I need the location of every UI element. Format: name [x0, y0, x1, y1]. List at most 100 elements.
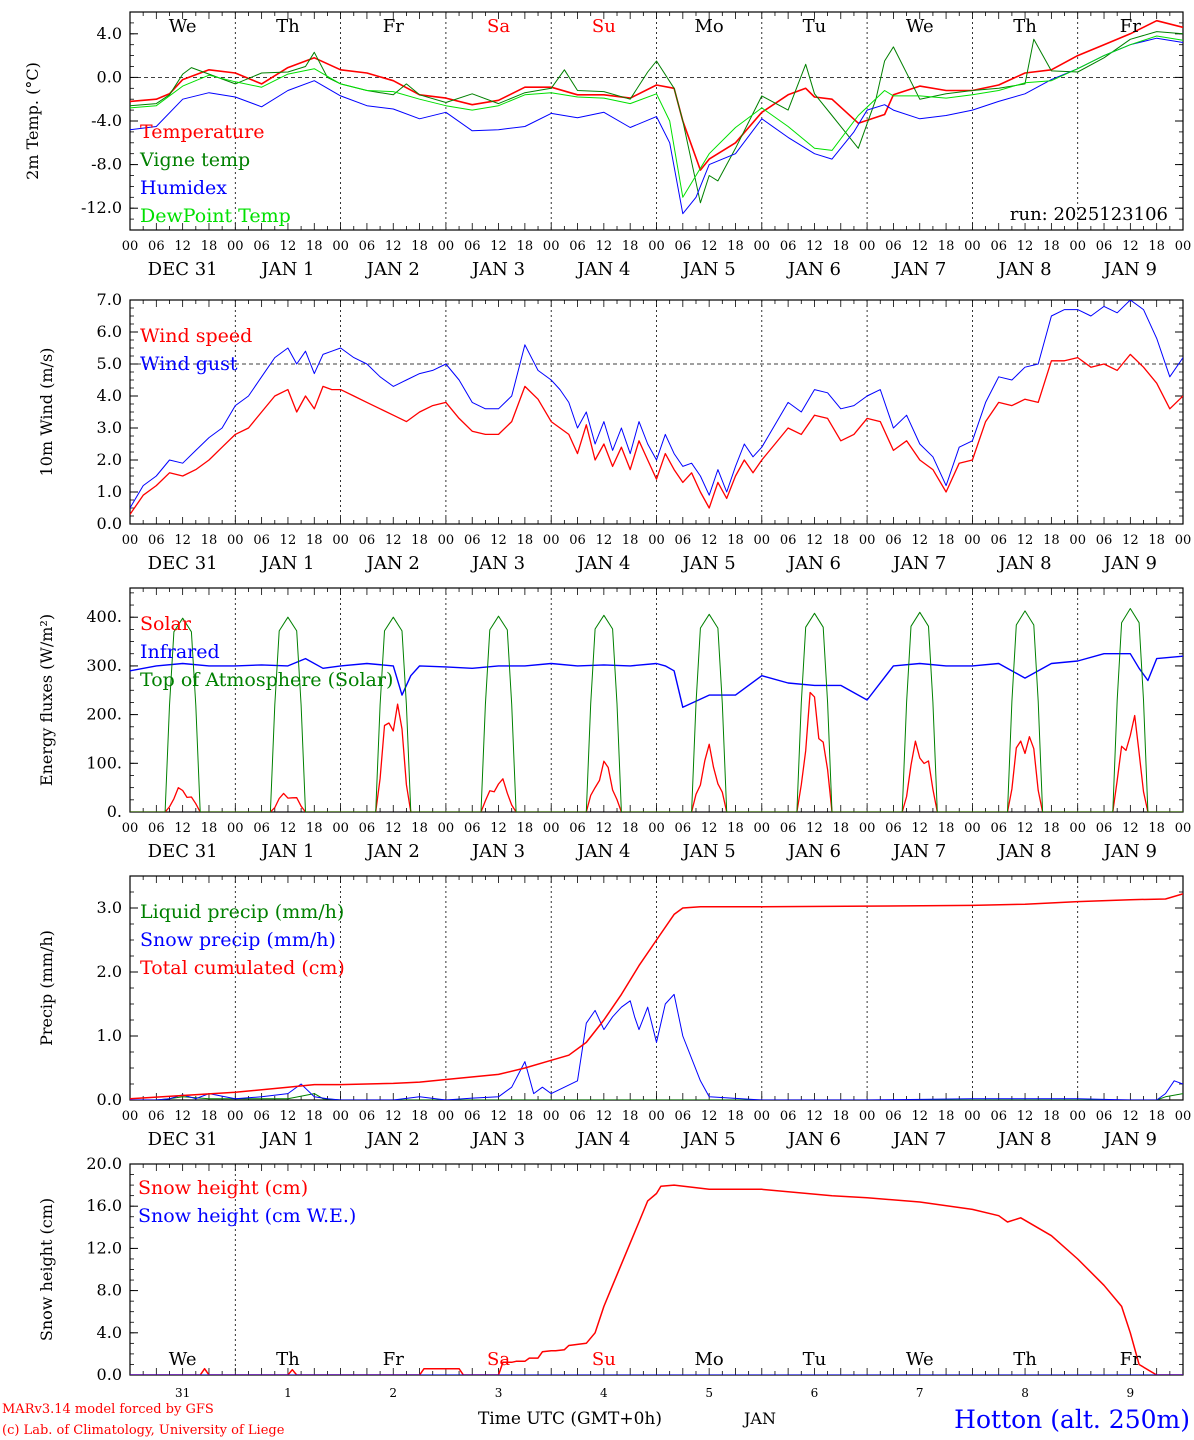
hour-tick-label: 00 — [1175, 239, 1192, 254]
day-label: JAN 3 — [470, 1129, 525, 1150]
hour-tick-label: 06 — [359, 239, 376, 254]
day-label: JAN 7 — [891, 553, 946, 574]
hour-tick-label: 06 — [569, 821, 586, 836]
day-label: JAN 6 — [786, 259, 841, 280]
legend-entry: Snow height (cm) — [138, 1177, 308, 1199]
y-tick-label: 100. — [86, 753, 122, 772]
hour-tick-label: 18 — [727, 533, 744, 548]
hour-tick-label: 12 — [490, 239, 507, 254]
hour-tick-label: 06 — [464, 821, 481, 836]
hour-tick-label: 12 — [385, 1109, 402, 1124]
hour-tick-label: 00 — [859, 239, 876, 254]
day-label: JAN 1 — [259, 841, 314, 862]
hour-tick-label: 18 — [1043, 821, 1060, 836]
day-label: JAN 4 — [575, 553, 630, 574]
y-tick-label: 3.0 — [97, 898, 122, 917]
hour-tick-label: 12 — [490, 533, 507, 548]
hour-tick-label: 18 — [306, 533, 323, 548]
day-label: JAN 2 — [365, 259, 420, 280]
hour-tick-label: 12 — [701, 1109, 718, 1124]
weekday-label: Fr — [1120, 16, 1141, 37]
hour-tick-label: 00 — [543, 1109, 560, 1124]
hour-tick-label: 12 — [596, 533, 613, 548]
hour-tick-label: 00 — [332, 533, 349, 548]
legend-entry: Vigne temp — [139, 149, 250, 171]
series-line-liquid-precip-mm-h- — [130, 1093, 1183, 1100]
y-tick-label: 400. — [86, 607, 122, 626]
day-label: JAN 4 — [575, 1129, 630, 1150]
day-label: DEC 31 — [148, 1129, 218, 1150]
hour-tick-label: 00 — [227, 533, 244, 548]
weekday-label: Sa — [487, 16, 510, 37]
day-label: JAN 6 — [786, 553, 841, 574]
hour-tick-label: 06 — [885, 533, 902, 548]
y-tick-label: 300. — [86, 656, 122, 675]
day-label: DEC 31 — [148, 841, 218, 862]
day-number-label: 2 — [389, 1386, 397, 1400]
hour-tick-label: 06 — [569, 239, 586, 254]
hour-tick-label: 18 — [1148, 239, 1165, 254]
hour-tick-label: 00 — [227, 239, 244, 254]
hour-tick-label: 12 — [701, 821, 718, 836]
y-tick-label: 2.0 — [97, 450, 122, 469]
legend-entry: Humidex — [140, 177, 227, 199]
y-tick-label: -4.0 — [91, 111, 122, 130]
legend-entry: Liquid precip (mm/h) — [140, 901, 344, 923]
day-label: JAN 1 — [259, 553, 314, 574]
hour-tick-label: 06 — [990, 533, 1007, 548]
hour-tick-label: 12 — [1122, 239, 1139, 254]
hour-tick-label: 18 — [727, 821, 744, 836]
hour-tick-label: 00 — [543, 239, 560, 254]
hour-tick-label: 18 — [201, 821, 218, 836]
weekday-label: Sa — [487, 1349, 510, 1370]
chart-panels: 4.0 0.0 -4.0 -8.0 -12.0 2m Temp. (°C) Temperat… — [23, 11, 1192, 1400]
hour-tick-label: 06 — [464, 533, 481, 548]
hour-tick-label: 06 — [780, 821, 797, 836]
series-line-infrared — [130, 653, 1183, 708]
hour-tick-label: 18 — [938, 821, 955, 836]
hour-tick-label: 18 — [1043, 1109, 1060, 1124]
y-tick-label: 5.0 — [97, 354, 122, 373]
y-tick-label: 12.0 — [86, 1238, 122, 1257]
hour-tick-label: 06 — [675, 821, 692, 836]
hour-tick-label: 00 — [1175, 1109, 1192, 1124]
hour-tick-label: 12 — [806, 1109, 823, 1124]
hour-tick-label: 12 — [596, 1109, 613, 1124]
day-label: JAN 5 — [681, 1129, 736, 1150]
y-tick-label: 4.0 — [97, 1323, 122, 1342]
hour-tick-label: 18 — [1043, 239, 1060, 254]
x-axis-title: Time UTC (GMT+0h) — [478, 1409, 662, 1429]
hour-tick-label: 18 — [622, 1109, 639, 1124]
hour-tick-label: 12 — [1017, 1109, 1034, 1124]
hour-tick-label: 18 — [622, 821, 639, 836]
day-label: JAN 8 — [996, 259, 1051, 280]
hour-tick-label: 00 — [332, 1109, 349, 1124]
y-tick-label: -12.0 — [81, 198, 122, 217]
legend-entry: Top of Atmosphere (Solar) — [140, 669, 393, 691]
hour-tick-label: 06 — [885, 1109, 902, 1124]
day-label: DEC 31 — [148, 553, 218, 574]
legend-entry: Wind speed — [140, 325, 252, 347]
hour-tick-label: 00 — [1069, 239, 1086, 254]
hour-tick-label: 00 — [964, 1109, 981, 1124]
hour-tick-label: 18 — [306, 821, 323, 836]
day-label: JAN 5 — [681, 259, 736, 280]
hour-tick-label: 06 — [148, 239, 165, 254]
hour-tick-label: 12 — [806, 821, 823, 836]
hour-tick-label: 00 — [1175, 821, 1192, 836]
weekday-label: Th — [276, 1349, 300, 1370]
series-line-snow-height-cm- — [130, 1184, 1183, 1375]
hour-tick-label: 00 — [122, 821, 139, 836]
panel-2: 0.0 1.0 2.0 3.0 4.0 5.0 6.0 7.0 10m Wind (m/s) Wi… — [37, 290, 1191, 574]
day-label: JAN 2 — [365, 841, 420, 862]
hour-tick-label: 00 — [648, 533, 665, 548]
day-label: JAN 7 — [891, 841, 946, 862]
panel-1: 4.0 0.0 -4.0 -8.0 -12.0 2m Temp. (°C) Temperat… — [23, 11, 1192, 280]
hour-tick-label: 12 — [1017, 533, 1034, 548]
y-tick-label: 0.0 — [97, 1090, 122, 1109]
y-tick-label: 0.0 — [97, 1365, 122, 1384]
day-number-label: 4 — [600, 1386, 608, 1400]
hour-tick-label: 18 — [938, 1109, 955, 1124]
day-label: JAN 6 — [786, 1129, 841, 1150]
